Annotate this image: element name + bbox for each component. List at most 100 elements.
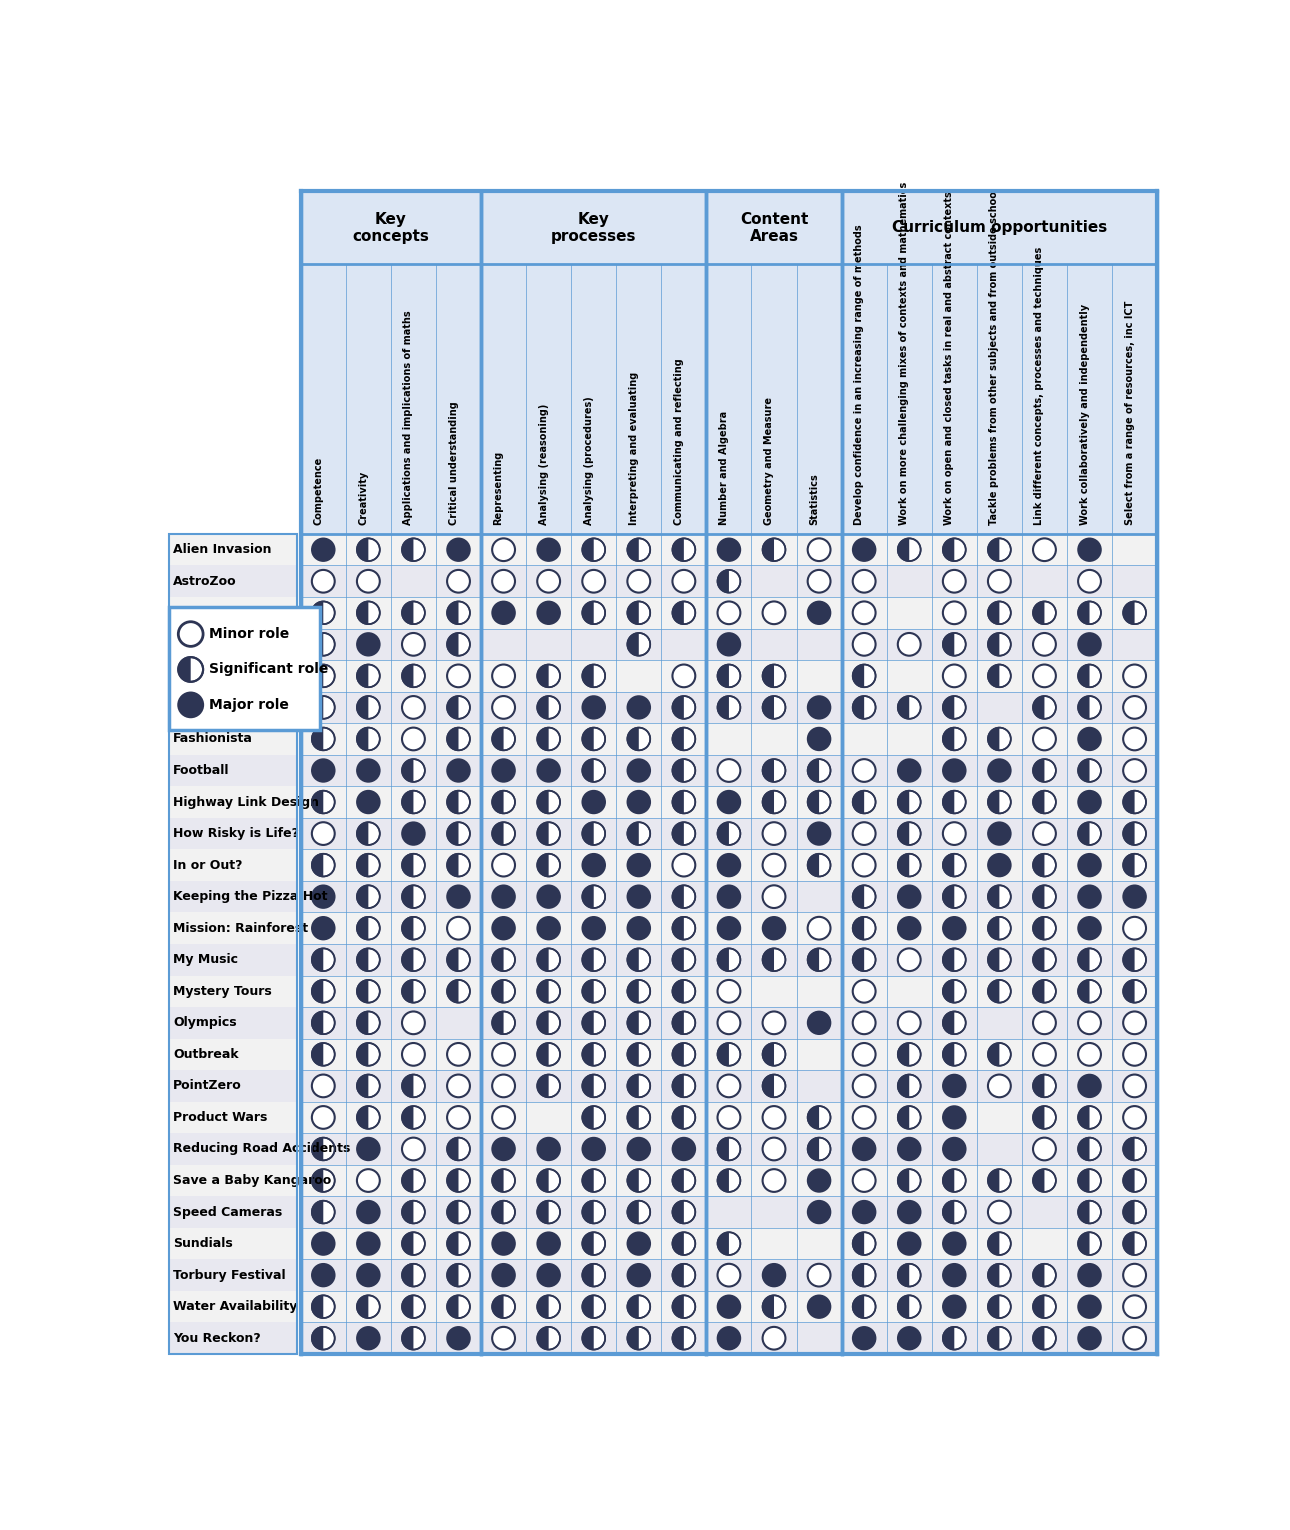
Circle shape [853,1296,876,1317]
Circle shape [672,1296,695,1317]
Circle shape [988,539,1011,562]
Circle shape [537,886,560,907]
Circle shape [493,1043,515,1066]
Circle shape [1078,916,1100,939]
Bar [169,1039,297,1069]
Circle shape [1033,1296,1057,1317]
Circle shape [627,1106,650,1129]
Bar [169,692,297,724]
Circle shape [898,886,921,907]
Circle shape [1078,886,1100,907]
Wedge shape [988,728,1000,750]
Wedge shape [717,1138,729,1160]
Circle shape [898,1106,921,1129]
Text: Competence: Competence [313,456,324,525]
Circle shape [762,1074,786,1097]
Circle shape [582,1074,605,1097]
Wedge shape [627,979,639,1002]
Circle shape [493,664,515,687]
Wedge shape [312,949,324,972]
Circle shape [943,664,966,687]
Circle shape [808,539,831,562]
Circle shape [808,1011,831,1034]
Text: Work on open and closed tasks in real and abstract contexts: Work on open and closed tasks in real an… [944,191,955,525]
Circle shape [448,949,470,972]
Wedge shape [672,1232,684,1255]
Bar [169,659,297,692]
Wedge shape [898,1169,909,1192]
Wedge shape [672,886,684,907]
Wedge shape [1033,601,1045,624]
Wedge shape [402,854,413,877]
Text: Water Availability: Water Availability [173,1300,297,1313]
Wedge shape [717,949,729,972]
Circle shape [717,979,740,1002]
Circle shape [1124,979,1146,1002]
Circle shape [537,1043,560,1066]
Circle shape [448,1106,470,1129]
Circle shape [537,1138,560,1160]
Wedge shape [537,1074,548,1097]
Wedge shape [493,1201,503,1224]
Circle shape [1078,569,1100,592]
Circle shape [672,569,695,592]
Wedge shape [627,633,639,656]
Circle shape [582,1327,605,1349]
Text: Key
processes: Key processes [551,211,636,245]
Circle shape [493,759,515,782]
Circle shape [402,1074,424,1097]
Circle shape [312,601,334,624]
Circle shape [627,1043,650,1066]
Wedge shape [943,979,955,1002]
Wedge shape [448,633,458,656]
Circle shape [1033,696,1057,719]
Circle shape [1078,1011,1100,1034]
Circle shape [988,791,1011,814]
Wedge shape [1033,1169,1045,1192]
Circle shape [448,1169,470,1192]
Wedge shape [762,1043,774,1066]
Circle shape [762,854,786,877]
Wedge shape [312,1201,324,1224]
Circle shape [717,791,740,814]
Circle shape [402,1264,424,1287]
Circle shape [943,1201,966,1224]
Circle shape [493,791,515,814]
Circle shape [898,1043,921,1066]
Circle shape [717,633,740,656]
Wedge shape [627,949,639,972]
Wedge shape [402,916,413,939]
Wedge shape [1078,1232,1090,1255]
Circle shape [988,1264,1011,1287]
Circle shape [853,1327,876,1349]
Wedge shape [1124,822,1135,845]
Circle shape [988,916,1011,939]
Circle shape [448,979,470,1002]
Circle shape [808,822,831,845]
Circle shape [717,854,740,877]
Bar [169,629,297,659]
Circle shape [493,1327,515,1349]
Circle shape [402,1232,424,1255]
Wedge shape [717,1169,729,1192]
Circle shape [627,949,650,972]
Wedge shape [448,728,458,750]
Bar [169,534,297,1354]
Circle shape [1124,1138,1146,1160]
Circle shape [1124,916,1146,939]
Circle shape [853,1106,876,1129]
Circle shape [717,1011,740,1034]
Circle shape [493,1232,515,1255]
Wedge shape [808,949,819,972]
Circle shape [988,1327,1011,1349]
Circle shape [1033,916,1057,939]
Circle shape [1033,728,1057,750]
Bar [301,1007,1157,1039]
Circle shape [448,696,470,719]
Circle shape [493,949,515,972]
Circle shape [582,1106,605,1129]
Circle shape [988,1074,1011,1097]
Circle shape [493,696,515,719]
Circle shape [627,569,650,592]
Circle shape [448,1138,470,1160]
